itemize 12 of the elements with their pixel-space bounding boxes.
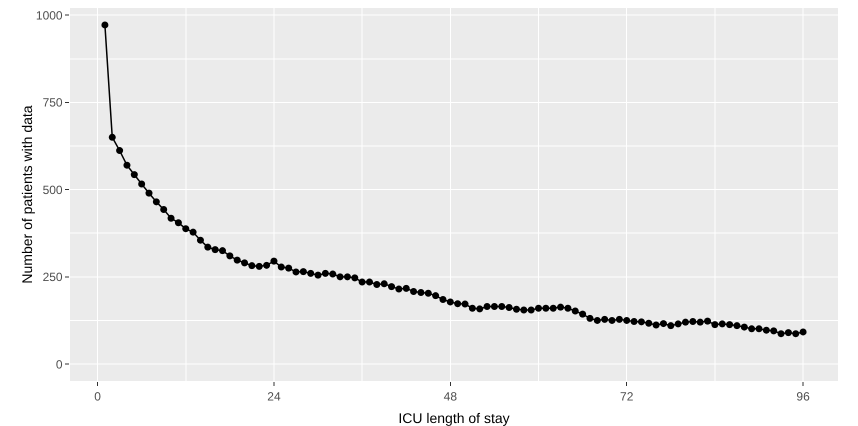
- x-tick-label: 24: [267, 389, 281, 404]
- y-tick-label: 750: [42, 96, 63, 110]
- y-tick-label: 500: [42, 182, 63, 197]
- x-tick-label: 48: [444, 389, 458, 404]
- x-tick-label: 72: [620, 389, 634, 404]
- y-tick-label: 1000: [36, 8, 63, 22]
- x-axis-title: ICU length of stay: [398, 410, 510, 426]
- y-axis-title: Number of patients with data: [19, 105, 35, 284]
- x-tick-label: 96: [796, 389, 810, 404]
- y-tick-label: 250: [42, 270, 63, 284]
- x-tick-label: 0: [94, 389, 102, 404]
- y-tick-label: 0: [56, 357, 63, 372]
